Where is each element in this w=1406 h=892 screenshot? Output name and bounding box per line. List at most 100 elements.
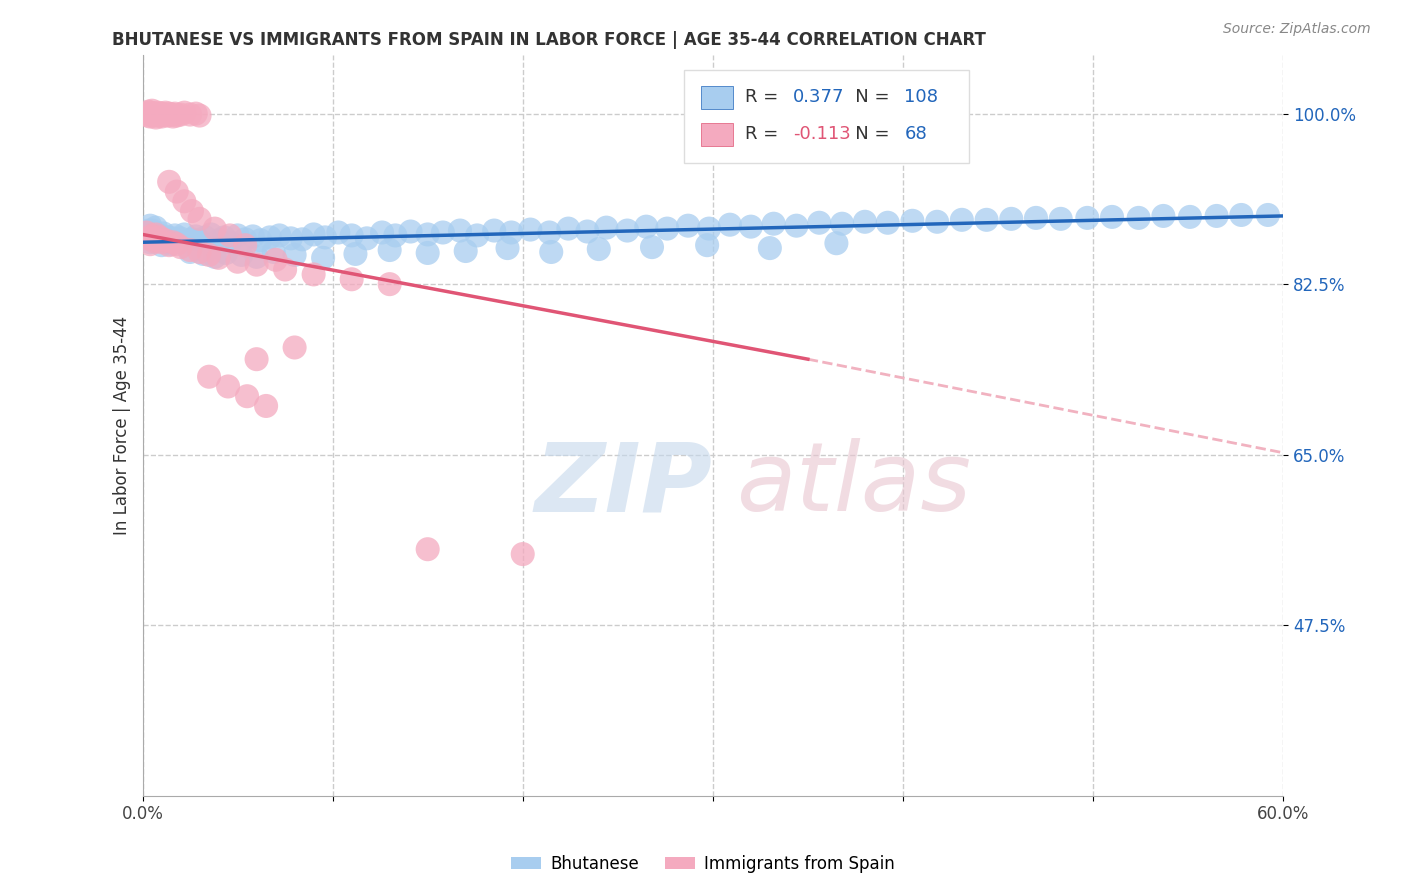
Point bbox=[149, 228, 172, 243]
FancyBboxPatch shape bbox=[685, 70, 970, 162]
Point bbox=[155, 235, 177, 250]
Point bbox=[449, 223, 471, 237]
Text: 0.377: 0.377 bbox=[793, 88, 844, 106]
Point bbox=[169, 240, 191, 254]
Y-axis label: In Labor Force | Age 35-44: In Labor Force | Age 35-44 bbox=[114, 316, 131, 535]
Point bbox=[696, 238, 718, 252]
Point bbox=[1025, 211, 1047, 225]
Legend: Bhutanese, Immigrants from Spain: Bhutanese, Immigrants from Spain bbox=[505, 848, 901, 880]
Point bbox=[263, 244, 285, 259]
Point bbox=[156, 109, 179, 123]
Point bbox=[142, 109, 165, 123]
Point bbox=[139, 219, 162, 233]
Point bbox=[150, 231, 173, 245]
Point bbox=[150, 235, 173, 250]
Point bbox=[718, 218, 741, 232]
Text: N =: N = bbox=[838, 126, 896, 144]
Point bbox=[181, 232, 204, 246]
Point bbox=[163, 106, 186, 120]
Point bbox=[136, 231, 159, 245]
Point bbox=[901, 214, 924, 228]
Point bbox=[1230, 208, 1253, 222]
Point bbox=[226, 228, 249, 243]
Point bbox=[136, 231, 159, 245]
Point bbox=[465, 228, 488, 243]
Point bbox=[853, 215, 876, 229]
Point bbox=[1049, 211, 1071, 226]
Point bbox=[831, 217, 853, 231]
Point bbox=[264, 252, 287, 267]
Point bbox=[142, 233, 165, 247]
Point bbox=[808, 216, 831, 230]
Point bbox=[384, 228, 406, 243]
Point bbox=[155, 233, 177, 247]
Point bbox=[194, 230, 217, 244]
Point bbox=[676, 219, 699, 233]
Point bbox=[762, 217, 785, 231]
Point bbox=[166, 109, 188, 123]
Point bbox=[340, 272, 363, 286]
Point bbox=[135, 226, 157, 240]
Point bbox=[157, 175, 180, 189]
Point bbox=[1178, 210, 1201, 224]
Point bbox=[876, 216, 898, 230]
Point bbox=[215, 246, 238, 260]
Point bbox=[200, 227, 222, 242]
Text: R =: R = bbox=[745, 126, 783, 144]
Point bbox=[233, 232, 256, 246]
Point bbox=[399, 225, 422, 239]
Point bbox=[162, 235, 184, 250]
Text: ZIP: ZIP bbox=[534, 438, 713, 532]
Point bbox=[595, 220, 617, 235]
Point bbox=[302, 227, 325, 242]
Point bbox=[378, 243, 401, 257]
FancyBboxPatch shape bbox=[702, 86, 734, 109]
Point bbox=[150, 110, 173, 124]
Point bbox=[135, 227, 157, 242]
Point bbox=[179, 244, 201, 259]
Point bbox=[242, 229, 264, 244]
Point bbox=[136, 223, 159, 237]
Point bbox=[501, 226, 523, 240]
Point bbox=[538, 226, 561, 240]
Point bbox=[291, 232, 314, 246]
Point bbox=[340, 228, 363, 243]
Point bbox=[416, 227, 439, 242]
Point bbox=[356, 231, 378, 245]
Point bbox=[198, 369, 221, 384]
Point bbox=[160, 107, 183, 121]
Point bbox=[416, 246, 439, 260]
Point bbox=[166, 185, 188, 199]
Point bbox=[162, 110, 184, 124]
Point bbox=[233, 238, 256, 252]
Point bbox=[146, 233, 169, 247]
Point bbox=[557, 221, 579, 235]
Text: BHUTANESE VS IMMIGRANTS FROM SPAIN IN LABOR FORCE | AGE 35-44 CORRELATION CHART: BHUTANESE VS IMMIGRANTS FROM SPAIN IN LA… bbox=[112, 31, 987, 49]
Point bbox=[219, 235, 242, 250]
Point bbox=[312, 251, 335, 265]
Point bbox=[184, 229, 207, 244]
Point bbox=[207, 233, 229, 247]
Point bbox=[181, 204, 204, 219]
Point bbox=[825, 236, 848, 251]
Point bbox=[166, 237, 188, 252]
Point bbox=[207, 251, 229, 265]
Point bbox=[162, 231, 184, 245]
Point bbox=[152, 107, 174, 121]
Point bbox=[166, 234, 188, 248]
Point bbox=[146, 233, 169, 247]
Point bbox=[245, 258, 267, 272]
Point bbox=[142, 106, 165, 120]
Point bbox=[177, 235, 200, 250]
Point bbox=[231, 248, 253, 262]
Point bbox=[1101, 210, 1123, 224]
Point bbox=[136, 104, 159, 119]
Point bbox=[269, 228, 291, 243]
Point bbox=[145, 111, 167, 125]
Point bbox=[145, 227, 167, 242]
Point bbox=[259, 230, 281, 244]
Point bbox=[280, 231, 302, 245]
Point bbox=[141, 103, 163, 118]
Point bbox=[219, 228, 242, 243]
Point bbox=[184, 106, 207, 120]
